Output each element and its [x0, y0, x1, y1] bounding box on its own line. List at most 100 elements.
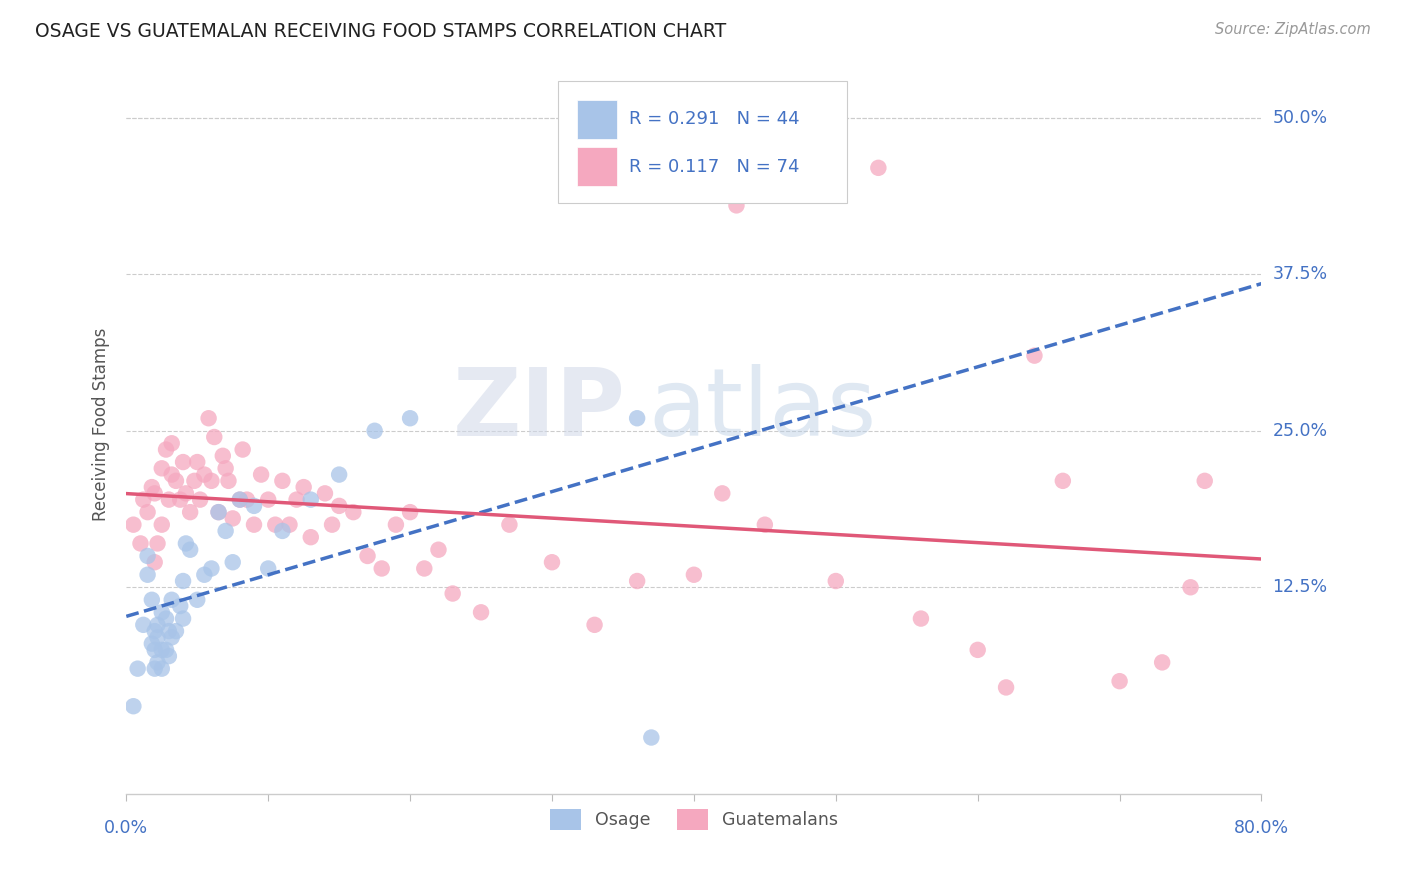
Point — [122, 699, 145, 714]
Point — [217, 474, 239, 488]
Point — [157, 624, 180, 639]
Point — [299, 530, 322, 544]
Point — [995, 681, 1018, 695]
Point — [1194, 474, 1216, 488]
Point — [146, 656, 169, 670]
Point — [222, 555, 245, 569]
FancyBboxPatch shape — [558, 81, 848, 202]
Point — [150, 662, 173, 676]
Point — [299, 492, 322, 507]
Point — [165, 624, 187, 639]
Point — [136, 549, 159, 563]
Point — [683, 567, 706, 582]
Legend: Osage, Guatemalans: Osage, Guatemalans — [543, 802, 845, 837]
Point — [229, 492, 252, 507]
Point — [169, 599, 191, 613]
Point — [1180, 580, 1202, 594]
Point — [427, 542, 450, 557]
Point — [172, 611, 194, 625]
Point — [193, 567, 215, 582]
Point — [157, 649, 180, 664]
Point — [583, 617, 606, 632]
Point — [342, 505, 364, 519]
Point — [1152, 656, 1174, 670]
Point — [143, 486, 166, 500]
Point — [150, 643, 173, 657]
Point — [229, 492, 252, 507]
Point — [257, 492, 280, 507]
Point — [413, 561, 436, 575]
Point — [160, 592, 183, 607]
Point — [172, 574, 194, 588]
Point — [498, 517, 520, 532]
Point — [1052, 474, 1074, 488]
Point — [127, 662, 149, 676]
Point — [157, 492, 180, 507]
Point — [129, 536, 152, 550]
Point — [160, 467, 183, 482]
Point — [385, 517, 408, 532]
Point — [214, 524, 236, 538]
Text: 80.0%: 80.0% — [1234, 819, 1289, 837]
Point — [183, 474, 205, 488]
Point — [186, 592, 208, 607]
Point — [146, 631, 169, 645]
Y-axis label: Receiving Food Stamps: Receiving Food Stamps — [93, 328, 110, 521]
Point — [202, 430, 225, 444]
Point — [122, 517, 145, 532]
Point — [141, 592, 163, 607]
Point — [132, 617, 155, 632]
Point — [292, 480, 315, 494]
Point — [197, 411, 219, 425]
Point — [214, 461, 236, 475]
Point — [200, 474, 222, 488]
Point — [146, 617, 169, 632]
Point — [470, 605, 492, 619]
Point — [868, 161, 890, 175]
Point — [169, 492, 191, 507]
Text: ZIP: ZIP — [453, 364, 626, 456]
Point — [370, 561, 392, 575]
Point — [174, 486, 197, 500]
Point — [399, 411, 422, 425]
Point — [143, 624, 166, 639]
Text: OSAGE VS GUATEMALAN RECEIVING FOOD STAMPS CORRELATION CHART: OSAGE VS GUATEMALAN RECEIVING FOOD STAMP… — [35, 22, 727, 41]
Text: R = 0.291   N = 44: R = 0.291 N = 44 — [630, 111, 800, 128]
Text: 50.0%: 50.0% — [1272, 109, 1327, 127]
Point — [160, 631, 183, 645]
Point — [966, 643, 988, 657]
Point — [155, 611, 177, 625]
Point — [328, 467, 350, 482]
Point — [910, 611, 932, 625]
Point — [172, 455, 194, 469]
Point — [236, 492, 259, 507]
Text: R = 0.117   N = 74: R = 0.117 N = 74 — [630, 158, 800, 176]
Point — [626, 574, 648, 588]
Point — [141, 637, 163, 651]
FancyBboxPatch shape — [576, 100, 617, 138]
Point — [146, 536, 169, 550]
Point — [321, 517, 343, 532]
Point — [150, 517, 173, 532]
Point — [143, 555, 166, 569]
Point — [824, 574, 846, 588]
Point — [250, 467, 273, 482]
Point — [243, 517, 266, 532]
Point — [188, 492, 211, 507]
Point — [257, 561, 280, 575]
Text: Source: ZipAtlas.com: Source: ZipAtlas.com — [1215, 22, 1371, 37]
Point — [271, 524, 294, 538]
Point — [155, 643, 177, 657]
Point — [264, 517, 287, 532]
Point — [143, 662, 166, 676]
Point — [232, 442, 254, 457]
Point — [626, 411, 648, 425]
Point — [356, 549, 378, 563]
Point — [725, 198, 748, 212]
Point — [222, 511, 245, 525]
Point — [207, 505, 229, 519]
FancyBboxPatch shape — [576, 147, 617, 186]
Point — [141, 480, 163, 494]
Point — [136, 567, 159, 582]
Point — [200, 561, 222, 575]
